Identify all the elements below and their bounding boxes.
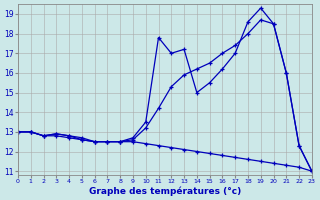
X-axis label: Graphe des températures (°c): Graphe des températures (°c) bbox=[89, 186, 241, 196]
